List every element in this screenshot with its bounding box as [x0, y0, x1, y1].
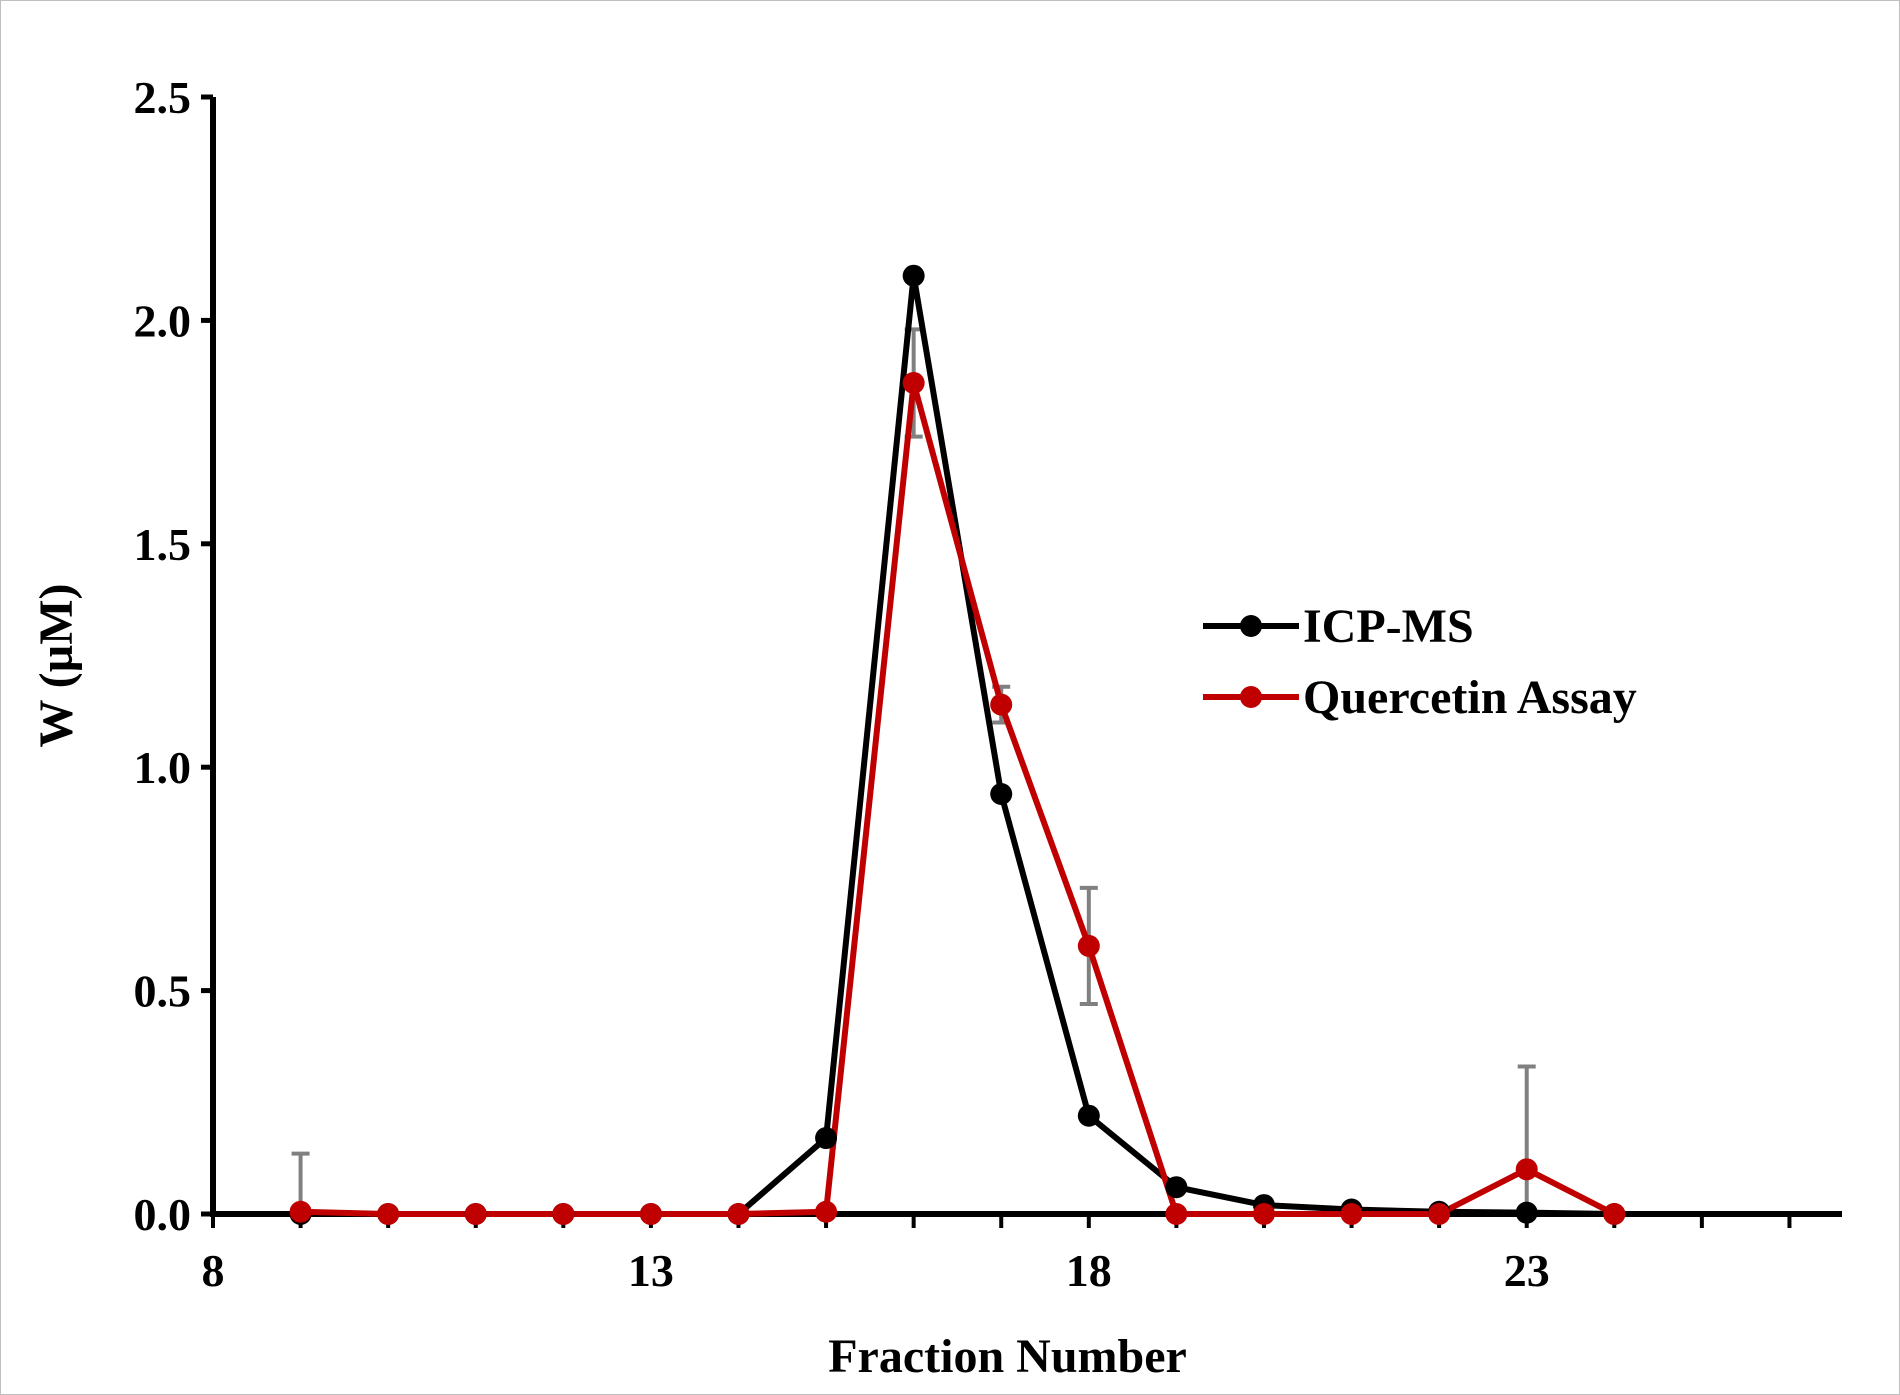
series-line-icp-ms: [300, 272, 1615, 1217]
data-point-quercetin-assay: [902, 371, 925, 394]
y-tick-label: 0.0: [134, 1189, 192, 1240]
series-points: [289, 264, 1626, 1225]
data-point-quercetin-assay: [289, 1200, 312, 1223]
legend-label-icp-ms: ICP-MS: [1303, 600, 1474, 653]
legend-marker-quercetin-assay: [1240, 686, 1262, 708]
x-tick-label: 18: [1066, 1245, 1112, 1296]
y-tick-label: 0.5: [134, 966, 192, 1017]
data-point-quercetin-assay: [727, 1203, 750, 1225]
data-point-quercetin-assay: [464, 1203, 487, 1225]
x-axis-title: Fraction Number: [828, 1330, 1187, 1383]
data-point-quercetin-assay: [1077, 934, 1100, 957]
data-point-quercetin-assay: [1165, 1203, 1188, 1225]
data-point-quercetin-assay: [1515, 1158, 1538, 1181]
y-tick-label: 1.0: [134, 742, 192, 793]
data-point-quercetin-assay: [815, 1200, 838, 1223]
legend-marker-icp-ms: [1240, 615, 1262, 637]
y-tick-label: 1.5: [134, 519, 192, 570]
y-axis-title: W (µM): [30, 583, 83, 747]
data-point-quercetin-assay: [552, 1203, 575, 1225]
data-point-quercetin-assay: [1340, 1203, 1363, 1225]
data-point-quercetin-assay: [377, 1203, 400, 1225]
data-point-icp-ms: [815, 1127, 838, 1150]
x-tick-label: 13: [628, 1245, 674, 1296]
error-bars: [291, 327, 1536, 1216]
series-lines: [300, 272, 1616, 1217]
data-point-quercetin-assay: [990, 693, 1013, 716]
legend: ICP-MS Quercetin Assay: [1203, 600, 1637, 724]
legend-label-quercetin-assay: Quercetin Assay: [1303, 671, 1637, 724]
data-point-quercetin-assay: [1428, 1203, 1451, 1225]
data-point-icp-ms: [990, 783, 1013, 806]
data-point-quercetin-assay: [639, 1203, 662, 1225]
data-point-icp-ms: [1515, 1201, 1538, 1224]
data-point-quercetin-assay: [1603, 1203, 1626, 1225]
data-point-quercetin-assay: [1252, 1203, 1275, 1225]
data-point-icp-ms: [1077, 1104, 1100, 1127]
y-tick-label: 2.0: [134, 295, 192, 346]
data-point-icp-ms: [1165, 1176, 1188, 1199]
data-point-icp-ms: [902, 264, 925, 287]
x-tick-label: 23: [1504, 1245, 1550, 1296]
x-tick-label: 8: [202, 1245, 225, 1296]
y-tick-label: 2.5: [134, 72, 192, 123]
series-line-quercetin-assay: [300, 379, 1616, 1217]
